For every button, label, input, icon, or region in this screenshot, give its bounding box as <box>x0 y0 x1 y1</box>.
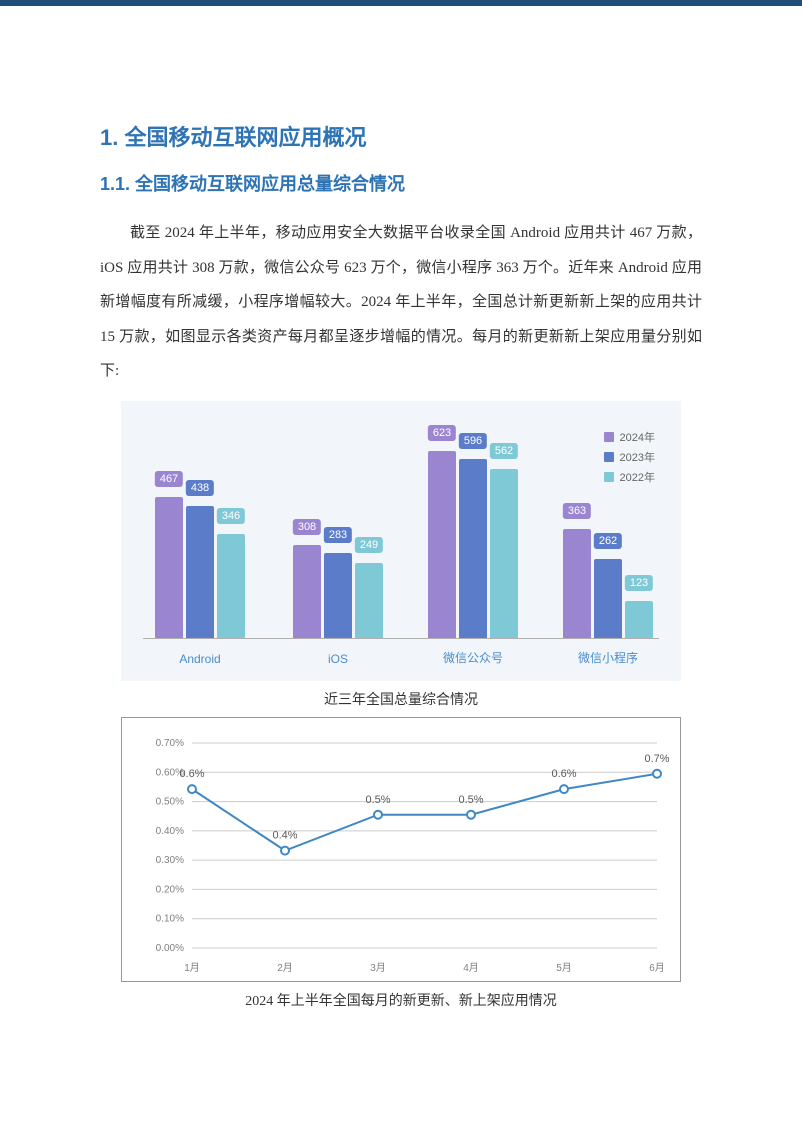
bar-value-label: 623 <box>428 425 456 441</box>
bar: 562 <box>490 469 518 638</box>
bar-value-label: 262 <box>594 533 622 549</box>
bar-category-label: 微信小程序 <box>578 649 638 666</box>
data-label: 0.5% <box>365 793 390 805</box>
heading-1-1: 1.1. 全国移动互联网应用总量综合情况 <box>100 170 702 196</box>
line-chart-svg: 0.00%0.10%0.20%0.30%0.40%0.50%0.60%0.70%… <box>122 718 682 983</box>
y-tick-label: 0.40% <box>156 825 184 836</box>
bar: 249 <box>355 563 383 638</box>
y-tick-label: 0.30% <box>156 855 184 866</box>
bar-value-label: 596 <box>459 433 487 449</box>
legend-item: 2022年 <box>604 469 655 485</box>
bar-value-label: 438 <box>186 480 214 496</box>
bar-group: 308283249iOS <box>293 545 383 637</box>
x-tick-label: 1月 <box>184 962 200 974</box>
bar: 623 <box>428 451 456 638</box>
data-label: 0.5% <box>458 793 483 805</box>
x-tick-label: 6月 <box>649 962 665 974</box>
bar-chart-caption: 近三年全国总量综合情况 <box>100 689 702 709</box>
bar-category-label: iOS <box>328 652 348 666</box>
line-marker <box>653 769 661 777</box>
bar: 123 <box>625 601 653 638</box>
legend-swatch <box>604 432 614 442</box>
bar: 596 <box>459 459 487 638</box>
y-tick-label: 0.10% <box>156 913 184 924</box>
line-marker <box>374 810 382 818</box>
bar: 283 <box>324 553 352 638</box>
legend-item: 2023年 <box>604 449 655 465</box>
bar-chart-plot-area: 467438346Android 308283249iOS 623596562微信公… <box>143 429 659 639</box>
bar-chart-wrapper: 467438346Android308283249iOS623596562微信公… <box>100 401 702 709</box>
top-accent-bar <box>0 0 802 6</box>
line-chart-caption: 2024 年上半年全国每月的新更新、新上架应用情况 <box>100 990 702 1010</box>
y-tick-label: 0.50% <box>156 796 184 807</box>
bar-value-label: 308 <box>293 519 321 535</box>
bar-value-label: 346 <box>217 508 245 524</box>
x-tick-label: 4月 <box>463 962 479 974</box>
data-label: 0.4% <box>272 829 297 841</box>
bar: 308 <box>293 545 321 637</box>
bar: 262 <box>594 559 622 638</box>
x-tick-label: 5月 <box>556 962 572 974</box>
legend-swatch <box>604 452 614 462</box>
bar-value-label: 467 <box>155 471 183 487</box>
bar-chart-legend: 2024年 2023年 2022年 <box>604 429 655 489</box>
bar-value-label: 283 <box>324 527 352 543</box>
data-label: 0.6% <box>551 768 576 780</box>
line-marker <box>281 846 289 854</box>
bar-value-label: 562 <box>490 443 518 459</box>
bar: 438 <box>186 506 214 637</box>
bar: 363 <box>563 529 591 638</box>
line-chart: 0.00%0.10%0.20%0.30%0.40%0.50%0.60%0.70%… <box>121 717 681 982</box>
legend-swatch <box>604 472 614 482</box>
bar-group: 623596562微信公众号 <box>428 451 518 638</box>
legend-label: 2023年 <box>620 449 655 465</box>
data-label: 0.6% <box>179 768 204 780</box>
bar: 467 <box>155 497 183 637</box>
bar-chart: 467438346Android308283249iOS623596562微信公… <box>121 401 681 681</box>
bar-category-label: Android <box>179 652 220 666</box>
line-marker <box>560 785 568 793</box>
line-series <box>192 773 657 850</box>
bar-value-label: 123 <box>625 575 653 591</box>
bar-group: 467438346Android <box>155 497 245 637</box>
heading-1: 1. 全国移动互联网应用概况 <box>100 120 702 152</box>
line-marker <box>188 785 196 793</box>
line-marker <box>467 810 475 818</box>
x-tick-label: 3月 <box>370 962 386 974</box>
bar: 346 <box>217 534 245 638</box>
body-paragraph: 截至 2024 年上半年，移动应用安全大数据平台收录全国 Android 应用共… <box>100 216 702 389</box>
legend-item: 2024年 <box>604 429 655 445</box>
legend-label: 2024年 <box>620 429 655 445</box>
x-tick-label: 2月 <box>277 962 293 974</box>
y-tick-label: 0.00% <box>156 943 184 954</box>
data-label: 0.7% <box>644 752 669 764</box>
y-tick-label: 0.20% <box>156 884 184 895</box>
page-content: 1. 全国移动互联网应用概况 1.1. 全国移动互联网应用总量综合情况 截至 2… <box>0 0 802 1010</box>
bar-category-label: 微信公众号 <box>443 649 503 666</box>
bar-group: 363262123微信小程序 <box>563 529 653 638</box>
bar-value-label: 363 <box>563 503 591 519</box>
legend-label: 2022年 <box>620 469 655 485</box>
y-tick-label: 0.70% <box>156 738 184 749</box>
bar-value-label: 249 <box>355 537 383 553</box>
